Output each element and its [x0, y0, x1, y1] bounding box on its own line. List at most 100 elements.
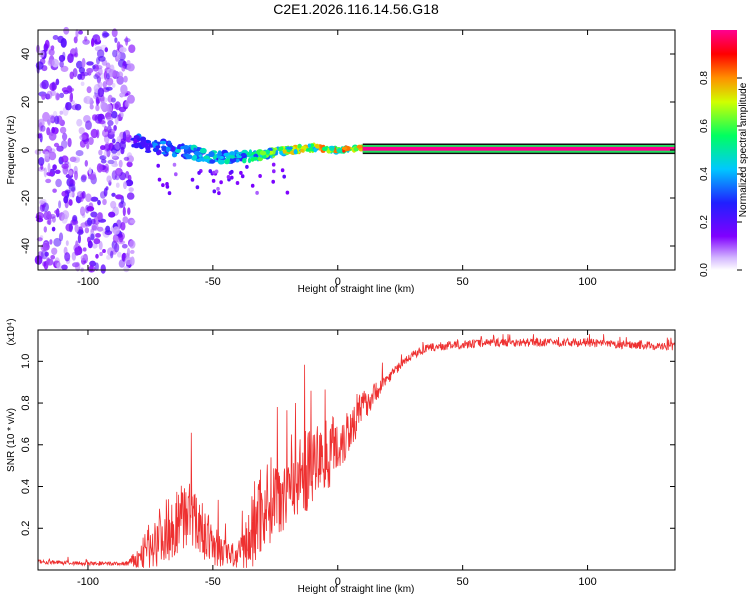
noise-blob: [119, 140, 126, 150]
signal-blob: [208, 151, 215, 158]
noise-blob: [96, 35, 101, 43]
noise-blob: [105, 77, 114, 86]
noise-blob: [40, 243, 47, 252]
noise-blob: [122, 206, 126, 217]
noise-blob: [39, 200, 45, 205]
noise-blob: [123, 266, 130, 273]
noise-blob: [272, 169, 276, 174]
noise-blob: [106, 125, 112, 134]
noise-blob: [72, 262, 80, 268]
noise-blob: [97, 212, 103, 221]
signal-blob: [341, 146, 348, 150]
noise-blob: [239, 170, 243, 175]
noise-blob: [97, 67, 103, 76]
noise-blob: [64, 252, 71, 262]
noise-blob: [115, 182, 120, 188]
noise-blob: [81, 57, 86, 68]
noise-blob: [50, 89, 56, 97]
noise-blob: [61, 163, 69, 169]
noise-blob: [40, 125, 46, 132]
noise-blob: [121, 65, 126, 72]
noise-blob: [230, 175, 234, 180]
colorbar-tick-label: 0.8: [699, 71, 710, 85]
noise-blob: [74, 170, 78, 181]
noise-blob: [80, 71, 89, 77]
noise-blob: [116, 150, 121, 156]
noise-blob: [87, 217, 92, 226]
noise-blob: [126, 63, 135, 72]
noise-blob: [56, 145, 64, 152]
noise-blob: [111, 28, 118, 38]
noise-blob: [111, 192, 116, 197]
noise-blob: [34, 255, 43, 265]
y-tick-label: 0: [20, 147, 32, 153]
x-tick-label: 50: [457, 276, 469, 288]
noise-blob: [90, 196, 99, 202]
noise-blob: [219, 180, 223, 185]
noise-blob: [86, 206, 95, 212]
y-tick-label: -20: [20, 190, 32, 206]
noise-blob: [55, 78, 60, 86]
noise-blob: [58, 232, 64, 242]
noise-blob: [197, 170, 201, 175]
noise-blob: [124, 256, 132, 266]
noise-blob: [64, 189, 71, 194]
noise-blob: [60, 38, 67, 48]
signal-blob: [159, 140, 167, 145]
noise-blob: [271, 162, 276, 167]
noise-blob: [84, 160, 89, 167]
noise-blob: [250, 183, 255, 188]
signal-blob: [218, 159, 225, 165]
noise-blob: [60, 65, 69, 72]
signal-blob: [140, 140, 146, 147]
noise-blob: [74, 247, 80, 256]
noise-blob: [130, 249, 135, 254]
noise-blob: [120, 84, 128, 95]
noise-blob: [217, 191, 221, 196]
noise-blob: [87, 240, 93, 249]
noise-blob: [96, 163, 103, 173]
noise-blob: [123, 181, 127, 190]
noise-blob: [214, 169, 219, 174]
noise-blob: [126, 192, 135, 200]
signal-blob: [301, 145, 307, 150]
noise-blob: [106, 254, 111, 260]
noise-blob: [258, 174, 262, 178]
y-tick-label: 1.0: [20, 354, 32, 369]
spectrogram-y-ticks: -40 -20 0 20 40: [20, 48, 675, 254]
noise-blob: [46, 90, 53, 100]
noise-blob: [83, 95, 92, 105]
noise-blob: [127, 94, 135, 104]
noise-blob: [114, 101, 121, 111]
noise-blob: [110, 200, 117, 209]
noise-blob: [46, 210, 52, 219]
noise-blob: [54, 169, 61, 174]
colorbar-tick-label: 0.4: [699, 167, 710, 181]
tone-band-core: [362, 146, 676, 151]
noise-blob: [121, 243, 128, 249]
signal-blob: [236, 155, 242, 159]
noise-blob: [116, 41, 121, 51]
noise-blob: [107, 159, 115, 165]
noise-blob: [90, 128, 99, 139]
noise-blob: [86, 142, 90, 150]
noise-blob: [46, 171, 54, 177]
noise-blob: [111, 153, 118, 159]
noise-blob: [89, 264, 94, 272]
signal-blob: [242, 158, 247, 164]
noise-blob: [48, 151, 57, 161]
noise-blob: [77, 234, 81, 244]
x-tick-label: 100: [578, 276, 596, 288]
noise-blob: [157, 177, 162, 182]
noise-blob: [97, 199, 101, 206]
noise-blob: [49, 115, 55, 122]
signal-blob: [259, 150, 267, 156]
noise-blob: [61, 264, 68, 270]
noise-blob: [52, 188, 57, 193]
snr-series-line: [37, 334, 676, 568]
noise-blob: [66, 87, 75, 93]
noise-blob: [47, 118, 51, 126]
y-tick-label: 0.6: [20, 437, 32, 452]
noise-blob: [46, 220, 51, 225]
noise-blob: [35, 61, 44, 70]
